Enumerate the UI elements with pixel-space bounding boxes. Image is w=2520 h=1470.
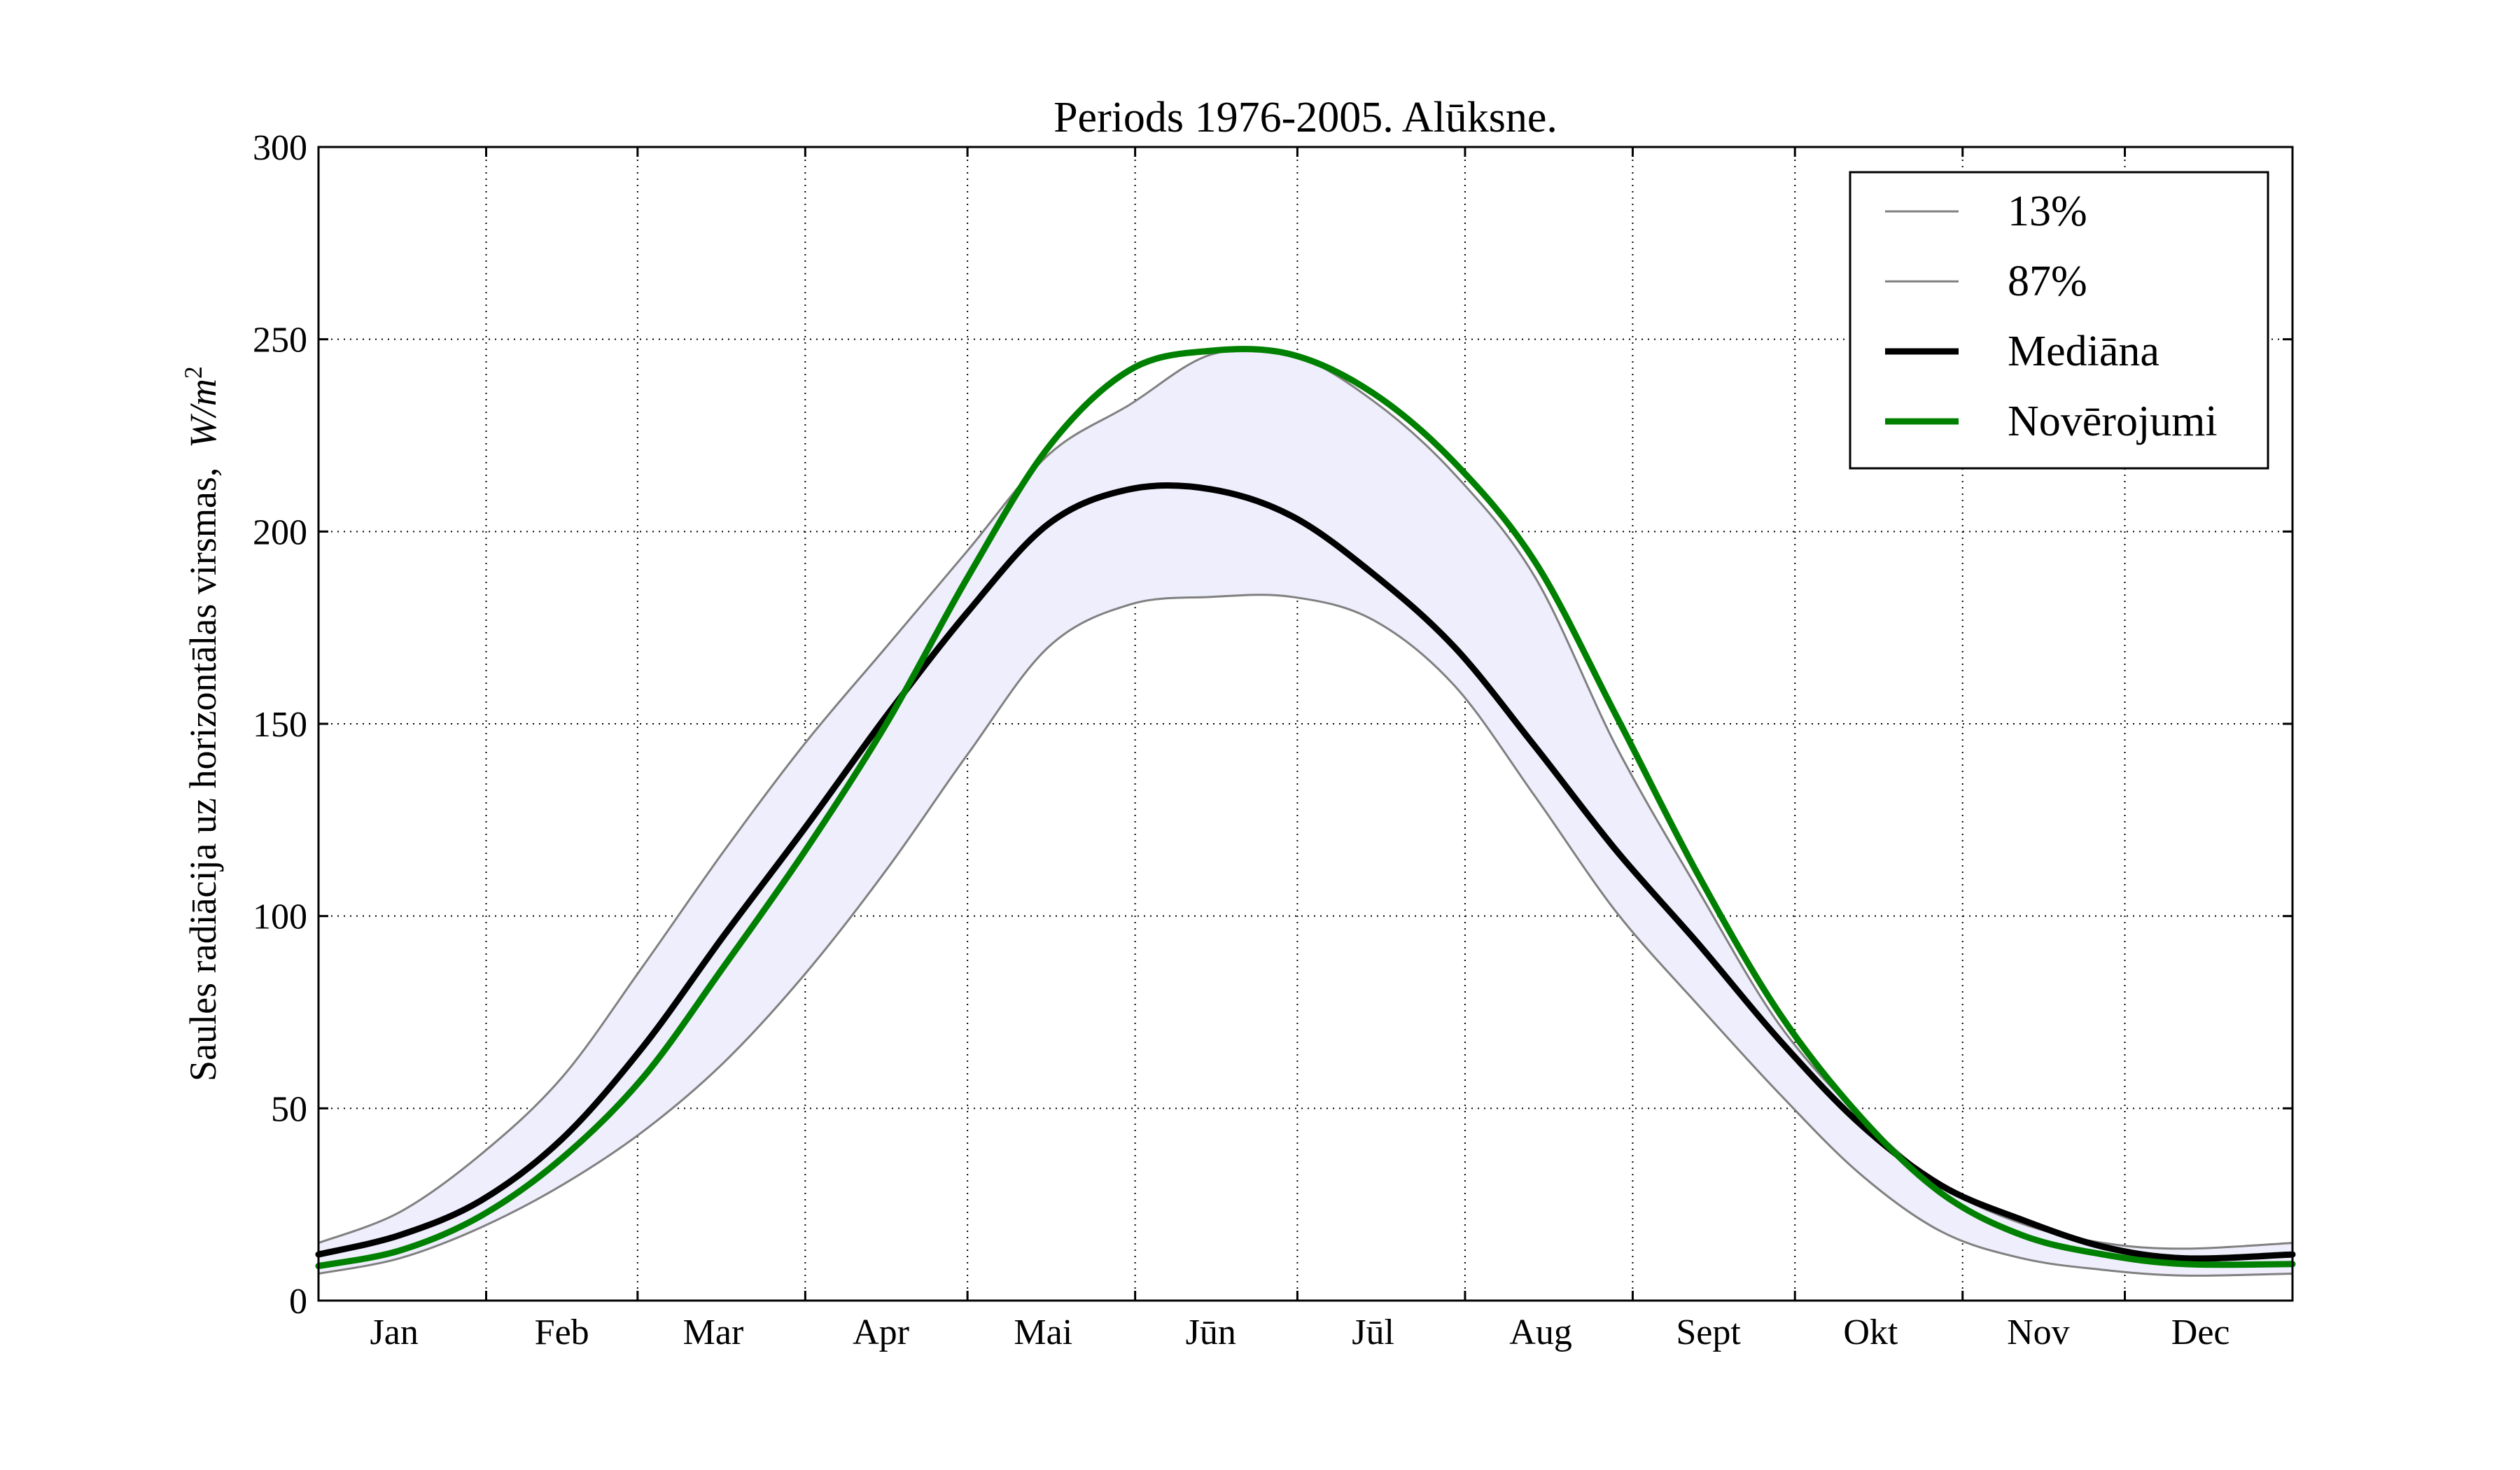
y-tick-label: 300: [253, 128, 307, 168]
legend-label: Novērojumi: [2008, 398, 2218, 445]
y-axis-label: Saules radiācija uz horizontālas virsmas…: [179, 366, 224, 1082]
x-tick-label: Jūl: [1352, 1312, 1394, 1352]
x-tick-label: Dec: [2171, 1312, 2230, 1352]
percentile-band: [318, 349, 2292, 1276]
y-axis-label-unit-m: /m: [182, 379, 224, 419]
chart-title: Periods 1976-2005. Alūksne.: [1054, 94, 1558, 141]
x-axis: Jan Feb Mar Apr Mai Jūn Jūl Aug Sept Okt Nov Dec: [370, 147, 2230, 1352]
x-tick-label: Sept: [1676, 1312, 1741, 1352]
y-tick-label: 150: [253, 705, 307, 745]
x-tick-label: Apr: [853, 1312, 909, 1352]
x-tick-label: Jan: [370, 1312, 419, 1352]
series-lines: [315, 346, 2296, 1277]
x-tick-label: Mar: [683, 1312, 744, 1352]
x-tick-label: Okt: [1843, 1312, 1898, 1352]
y-axis: 0 50 100 150 200 250 300: [253, 128, 2292, 1322]
band-area: [318, 349, 2292, 1276]
y-axis-label-unit-w: W: [182, 413, 224, 448]
legend-label: 13%: [2008, 188, 2087, 235]
series-line-2: [315, 482, 2296, 1262]
y-tick-label: 200: [253, 512, 307, 552]
x-tick-label: Feb: [535, 1312, 589, 1352]
series-line-3: [315, 346, 2296, 1270]
x-tick-label: Jūn: [1186, 1312, 1236, 1352]
y-tick-label: 100: [253, 897, 307, 937]
y-tick-label: 0: [289, 1282, 307, 1322]
legend-label: 87%: [2008, 258, 2087, 305]
y-tick-label: 50: [271, 1089, 307, 1129]
x-tick-label: Nov: [2007, 1312, 2070, 1352]
series-line-0: [317, 594, 2294, 1277]
y-tick-label: 250: [253, 321, 307, 360]
legend-label: Mediāna: [2008, 328, 2160, 375]
x-tick-label: Aug: [1509, 1312, 1572, 1352]
y-axis-label-text: Saules radiācija uz horizontālas virsmas…: [182, 468, 224, 1082]
legend: 13% 87% Mediāna Novērojumi: [1849, 171, 2269, 470]
y-axis-label-unit-sup: 2: [179, 366, 207, 379]
x-tick-label: Mai: [1014, 1312, 1072, 1352]
